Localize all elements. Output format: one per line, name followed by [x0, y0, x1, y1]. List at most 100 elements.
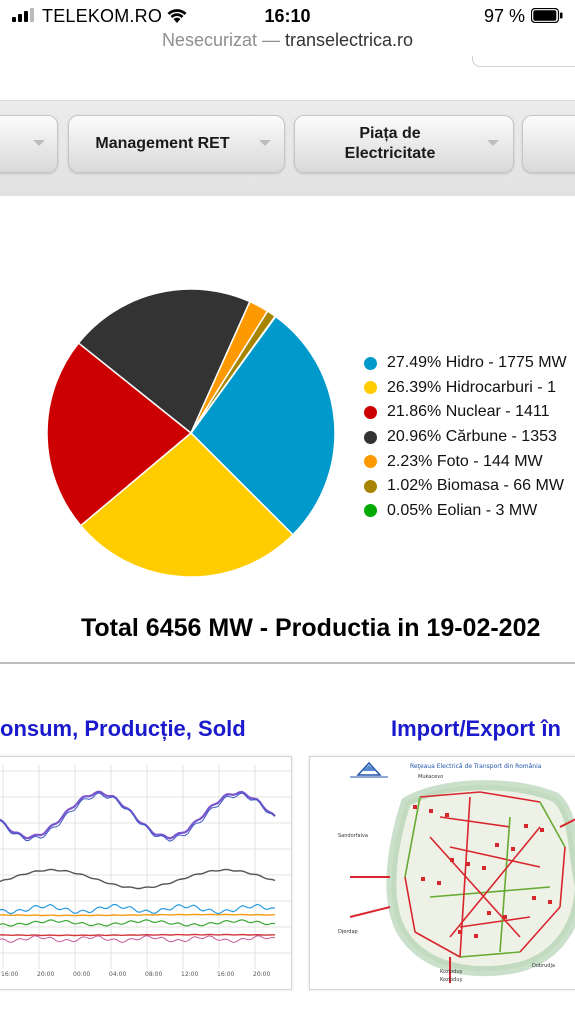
- status-bar: TELEKOM.RO 16:10 97 %: [0, 0, 575, 30]
- map-label: Djerdap: [338, 929, 358, 935]
- pie-slice-nuclear[interactable]: [46, 341, 193, 527]
- substation-marker-icon: [540, 828, 544, 832]
- legend-marker-icon: [364, 430, 377, 444]
- legend-marker-icon: [364, 479, 377, 493]
- romania-outline: [386, 780, 575, 977]
- legend-label: 1.02% Biomasa - 66 MW: [387, 477, 564, 495]
- substation-marker-icon: [503, 915, 507, 919]
- x-tick-label: 20:00: [253, 971, 270, 978]
- battery-percent: 97 %: [484, 6, 526, 26]
- nav-item-previous[interactable]: [0, 115, 58, 173]
- substation-marker-icon: [458, 930, 462, 934]
- map-title: Reţeaua Electrică de Transport din Român…: [410, 763, 542, 770]
- grid-line: [519, 906, 561, 953]
- url-host: transelectrica.ro: [285, 30, 414, 50]
- substation-marker-icon: [495, 843, 499, 847]
- carrier-name: TELEKOM.RO: [42, 6, 163, 26]
- insecure-label: Nesecurizat: [161, 30, 257, 50]
- substation-marker-icon: [445, 813, 449, 817]
- production-chart-panel: 27.49% Hidro - 1775 MW 26.39% Hidrocarbur…: [0, 196, 575, 664]
- battery-icon: [531, 8, 563, 23]
- legend-item[interactable]: 2.23% Foto - 144 MW: [364, 449, 567, 474]
- legend-label: 26.39% Hidrocarburi - 1: [387, 378, 556, 396]
- consumption-graph-card[interactable]: 16:00 20:00 00:00 04:00 08:00 12:00 16:00 20:00: [0, 756, 292, 990]
- x-tick-label: 20:00: [37, 971, 54, 978]
- map-label: Mukacevo: [418, 774, 443, 780]
- x-tick-label: 16:00: [1, 971, 18, 978]
- interconnection-arrow-icon: [349, 906, 391, 918]
- import-export-title[interactable]: Import/Export în: [391, 716, 561, 741]
- legend-label: 27.49% Hidro - 1775 MW: [387, 354, 567, 372]
- substation-marker-icon: [437, 881, 441, 885]
- x-tick-label: 12:00: [181, 971, 198, 978]
- grid-line: [404, 796, 421, 878]
- legend-label: 0.05% Eolian - 3 MW: [387, 501, 538, 519]
- grid-line: [449, 846, 541, 868]
- legend-item[interactable]: 20.96% Cărbune - 1353: [364, 425, 567, 450]
- grid-map-card[interactable]: Reţeaua Electrică de Transport din Român…: [309, 756, 575, 990]
- grid-line: [559, 846, 566, 908]
- substation-marker-icon: [524, 824, 528, 828]
- production-line: [0, 868, 276, 890]
- sold-line-green: [0, 919, 276, 927]
- map-label: Kozloduy: [440, 977, 463, 983]
- grid-map-thumbnail: Reţeaua Electrică de Transport din Român…: [310, 757, 575, 989]
- map-label: Dobrudja: [532, 963, 555, 969]
- chevron-down-icon: [259, 140, 271, 146]
- consumption-production-title[interactable]: onsum, Producție, Sold: [0, 716, 246, 741]
- grid-line: [439, 816, 511, 828]
- legend-item[interactable]: 1.02% Biomasa - 66 MW: [364, 474, 567, 499]
- substation-marker-icon: [511, 847, 515, 851]
- chevron-down-icon: [33, 140, 45, 146]
- sold-line-pink: [0, 935, 276, 944]
- nav-item-next[interactable]: [522, 115, 575, 173]
- legend-label: 21.86% Nuclear - 1411: [387, 403, 550, 421]
- legend-item[interactable]: 21.86% Nuclear - 1411: [364, 400, 567, 425]
- substation-marker-icon: [413, 805, 417, 809]
- legend-label: 2.23% Foto - 144 MW: [387, 452, 543, 470]
- legend-item[interactable]: 27.49% Hidro - 1775 MW: [364, 351, 567, 376]
- clock: 16:10: [264, 6, 311, 26]
- substation-marker-icon: [532, 896, 536, 900]
- pie-slice-eolian[interactable]: [190, 315, 277, 434]
- interconnection-arrow-icon: [559, 818, 575, 828]
- map-grid-lines: [349, 791, 575, 983]
- pie-slice-hidrocarburi[interactable]: [79, 431, 294, 578]
- grid-line: [479, 791, 541, 803]
- grid-line: [539, 801, 566, 848]
- chevron-down-icon: [487, 140, 499, 146]
- x-tick-label: 16:00: [217, 971, 234, 978]
- grid-line: [414, 931, 461, 958]
- legend-item[interactable]: 0.05% Eolian - 3 MW: [364, 499, 567, 524]
- nav-item-piata-de-electricitate[interactable]: Piața de Electricitate: [294, 115, 514, 173]
- url-bar[interactable]: Nesecurizat — transelectrica.ro: [0, 30, 575, 60]
- url-separator: —: [256, 30, 285, 50]
- substation-marker-icon: [482, 866, 486, 870]
- map-label: Kozloduy: [440, 969, 463, 975]
- pie-slice-hidro[interactable]: [190, 315, 336, 536]
- chart-legend: 27.49% Hidro - 1775 MW 26.39% Hidrocarbur…: [364, 351, 567, 523]
- sold-line-blue: [0, 903, 276, 915]
- grid-line: [449, 826, 541, 938]
- grid-line: [429, 836, 521, 938]
- sold-line-orange: [0, 913, 275, 917]
- legend-marker-icon: [364, 405, 377, 419]
- x-tick-label: 04:00: [109, 971, 126, 978]
- consumption-line-graph: 16:00 20:00 00:00 04:00 08:00 12:00 16:00 20:00: [0, 757, 291, 989]
- grid-logo-icon: [350, 761, 388, 778]
- signal-icon: [12, 8, 34, 22]
- nav-item-label: Management RET: [95, 135, 230, 152]
- grid-line: [419, 791, 481, 798]
- legend-item[interactable]: 26.39% Hidrocarburi - 1: [364, 376, 567, 401]
- substation-marker-icon: [466, 862, 470, 866]
- substation-marker-icon: [429, 809, 433, 813]
- substation-marker-icon: [421, 877, 425, 881]
- map-label: Sandorfalva: [338, 833, 368, 839]
- grid-line: [499, 816, 511, 953]
- substation-marker-icon: [450, 858, 454, 862]
- substation-marker-icon: [548, 900, 552, 904]
- page-tab-edge: [472, 56, 575, 67]
- main-navbar: Management RET Piața de Electricitate: [0, 100, 575, 199]
- nav-item-management-ret[interactable]: Management RET: [68, 115, 285, 173]
- substation-marker-icon: [474, 934, 478, 938]
